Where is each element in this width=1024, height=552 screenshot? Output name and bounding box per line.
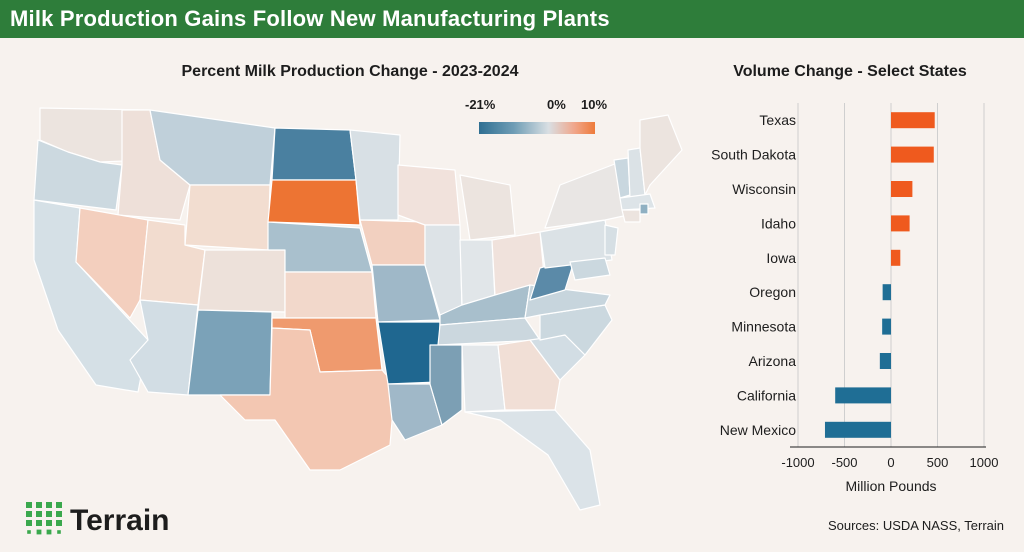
category-label: Wisconsin [732, 181, 796, 197]
logo-dot [56, 502, 62, 508]
x-tick-label: -500 [831, 455, 857, 470]
state-mississippi [429, 344, 463, 426]
logo-dot [27, 530, 31, 534]
x-tick-label: -1000 [781, 455, 814, 470]
terrain-logo-text: Terrain [70, 504, 170, 537]
logo-dot [26, 511, 32, 517]
logo-dot [36, 502, 42, 508]
legend-mid-label: 0% [547, 97, 566, 112]
category-label: Arizona [749, 353, 797, 369]
bar-oregon [882, 284, 891, 301]
logo-dot [56, 511, 62, 517]
state-south-dakota [267, 179, 361, 226]
bar-idaho [891, 215, 910, 232]
x-axis-title: Million Pounds [845, 478, 936, 494]
logo-dot [46, 502, 52, 508]
category-label: California [737, 387, 796, 403]
logo-dot [36, 520, 42, 526]
state-maine [639, 114, 683, 196]
legend-min-label: -21% [465, 97, 496, 112]
logo-dot [36, 511, 42, 517]
state-pennsylvania [539, 219, 613, 269]
logo-dot [46, 529, 52, 535]
category-label: Minnesota [731, 319, 796, 335]
bar-california [835, 387, 891, 404]
state-rhode-island [639, 203, 649, 215]
logo-dot [46, 520, 52, 526]
category-label: New Mexico [720, 422, 796, 438]
x-tick-label: 0 [887, 455, 894, 470]
x-tick-label: 500 [927, 455, 949, 470]
state-georgia [497, 339, 561, 411]
logo-dot [56, 520, 62, 526]
logo-dot [26, 520, 32, 526]
bar-arizona [879, 353, 891, 369]
bar-minnesota [882, 318, 891, 335]
state-connecticut [621, 209, 641, 223]
bar-new-mexico [824, 421, 891, 438]
state-florida [464, 409, 601, 511]
category-label: Iowa [766, 250, 796, 266]
sources-note: Sources: USDA NASS, Terrain [827, 518, 1004, 533]
state-new-jersey [604, 224, 619, 256]
legend-max-label: 10% [581, 97, 608, 112]
bar-texas [891, 112, 935, 129]
category-label: South Dakota [711, 147, 796, 163]
state-michigan [459, 174, 516, 241]
state-new-york [544, 161, 629, 229]
page-title: Milk Production Gains Follow New Manufac… [10, 6, 610, 31]
header-banner: Milk Production Gains Follow New Manufac… [0, 0, 1024, 38]
bar-iowa [891, 249, 901, 266]
category-label: Texas [759, 112, 796, 128]
legend-color-scale [479, 122, 595, 134]
logo-dot [46, 511, 52, 517]
state-texas [219, 327, 396, 471]
x-tick-label: 1000 [970, 455, 999, 470]
logo-dot [57, 530, 61, 534]
category-label: Idaho [761, 215, 796, 231]
state-nevada [75, 207, 149, 319]
category-label: Oregon [749, 284, 796, 300]
map-title: Percent Milk Production Change - 2023-20… [181, 63, 519, 80]
bar-chart-title: Volume Change - Select States [733, 63, 967, 80]
state-louisiana [387, 383, 443, 441]
state-maryland [569, 257, 611, 281]
logo-dot [36, 529, 42, 535]
bar-south-dakota [891, 146, 934, 163]
bar-wisconsin [891, 181, 913, 197]
logo-dot [26, 502, 32, 508]
